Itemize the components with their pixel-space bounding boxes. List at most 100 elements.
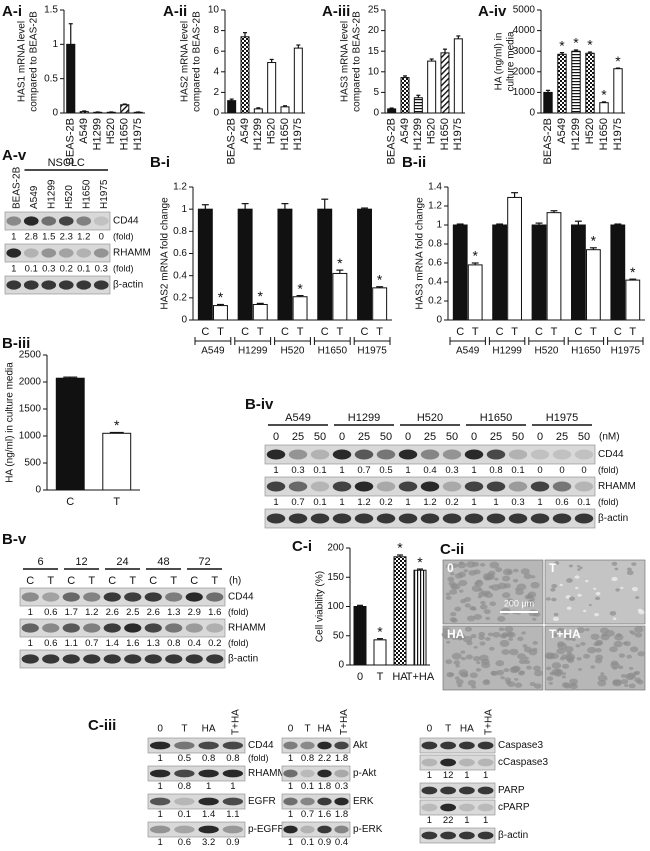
band <box>486 449 506 460</box>
lane-label: C <box>108 575 116 587</box>
cell <box>626 570 634 576</box>
band <box>440 741 456 750</box>
significance-mark: * <box>258 288 264 304</box>
lane-label: 50 <box>380 431 392 443</box>
group-label: 48 <box>157 556 169 568</box>
fold-value: 2.3 <box>60 232 73 243</box>
band <box>440 831 456 840</box>
fold-value: 0.1 <box>301 837 314 848</box>
cell <box>595 596 601 601</box>
fold-value: 12 <box>443 770 454 781</box>
bar <box>585 52 595 114</box>
band <box>334 825 349 834</box>
band <box>21 623 39 633</box>
band <box>6 216 22 226</box>
bar <box>613 68 623 114</box>
band <box>144 623 162 633</box>
band <box>124 623 142 633</box>
cell <box>533 665 541 671</box>
band <box>174 741 195 750</box>
cell <box>458 669 469 677</box>
fold-value: 0.1 <box>577 497 590 508</box>
cell <box>635 596 640 600</box>
band <box>165 592 183 602</box>
fold-note: (fold) <box>228 638 249 648</box>
cell <box>502 568 513 576</box>
band <box>124 654 142 664</box>
lane-label: 25 <box>292 431 304 443</box>
fold-value: 1 <box>11 232 16 243</box>
fold-value: 1 <box>157 837 162 848</box>
y-tick-label: 50 <box>333 630 345 641</box>
cell <box>534 669 544 677</box>
lane-label: C <box>190 575 198 587</box>
group-label: H1650 <box>480 412 512 424</box>
cell <box>448 672 455 677</box>
y-tick-label: 2000 <box>513 66 536 77</box>
cell <box>472 561 480 567</box>
micrograph-label: T+HA <box>549 627 581 641</box>
cell <box>504 677 512 682</box>
cell <box>590 633 600 640</box>
band <box>421 758 438 767</box>
lane-label: 0 <box>405 431 411 443</box>
significance-mark: * <box>559 37 565 53</box>
cell <box>551 583 558 589</box>
cell <box>520 568 530 575</box>
lane-label: C <box>26 575 34 587</box>
group-label: H1650 <box>571 346 601 357</box>
cell <box>545 597 551 601</box>
cell <box>508 637 513 641</box>
band <box>477 741 494 750</box>
cell <box>460 656 467 661</box>
lane-label: T <box>129 575 136 587</box>
cell <box>476 579 482 584</box>
band <box>185 623 203 633</box>
cell <box>501 575 511 582</box>
fold-value: 2.2 <box>318 753 331 764</box>
cell <box>605 629 615 637</box>
y-tick-label: 1500 <box>19 404 42 415</box>
cell <box>615 588 620 592</box>
band <box>23 248 39 258</box>
fold-value: 0.9 <box>226 837 239 848</box>
group-label: 6 <box>37 556 43 568</box>
band <box>300 741 315 750</box>
cell <box>459 589 464 593</box>
band <box>93 248 109 258</box>
row-label: p-ERK <box>353 824 383 835</box>
band <box>332 449 352 460</box>
fold-value: 0.2 <box>445 497 458 508</box>
x-tick-label: BEAS-2B <box>226 118 238 164</box>
cell <box>449 617 457 622</box>
fold-value: 1 <box>464 770 469 781</box>
lane-label: 50 <box>512 431 524 443</box>
cell <box>466 615 476 622</box>
lane-label: 25 <box>424 431 436 443</box>
fold-value: 0.3 <box>335 781 348 792</box>
fold-value: 1.2 <box>85 607 98 618</box>
fold-value: 1.2 <box>77 232 90 243</box>
x-tick-label: H1299 <box>570 118 582 150</box>
band <box>41 248 57 258</box>
cell <box>473 569 481 575</box>
cell <box>503 668 510 673</box>
cell <box>566 578 573 583</box>
lane-label: HA <box>460 724 474 735</box>
cell <box>475 667 482 672</box>
cell <box>464 603 471 608</box>
band <box>62 623 80 633</box>
band <box>58 280 74 290</box>
band <box>174 825 195 834</box>
lane-label: 0 <box>288 724 294 735</box>
significance-mark: * <box>573 35 579 51</box>
cell <box>500 676 505 680</box>
x-tick-label: A549 <box>239 118 251 144</box>
band <box>144 654 162 664</box>
significance-mark: * <box>377 271 383 287</box>
cell <box>588 603 592 607</box>
fold-note: (fold) <box>248 753 269 763</box>
lane-label: HA <box>202 724 216 735</box>
cell <box>628 666 634 670</box>
fold-value: 0.1 <box>25 264 38 275</box>
